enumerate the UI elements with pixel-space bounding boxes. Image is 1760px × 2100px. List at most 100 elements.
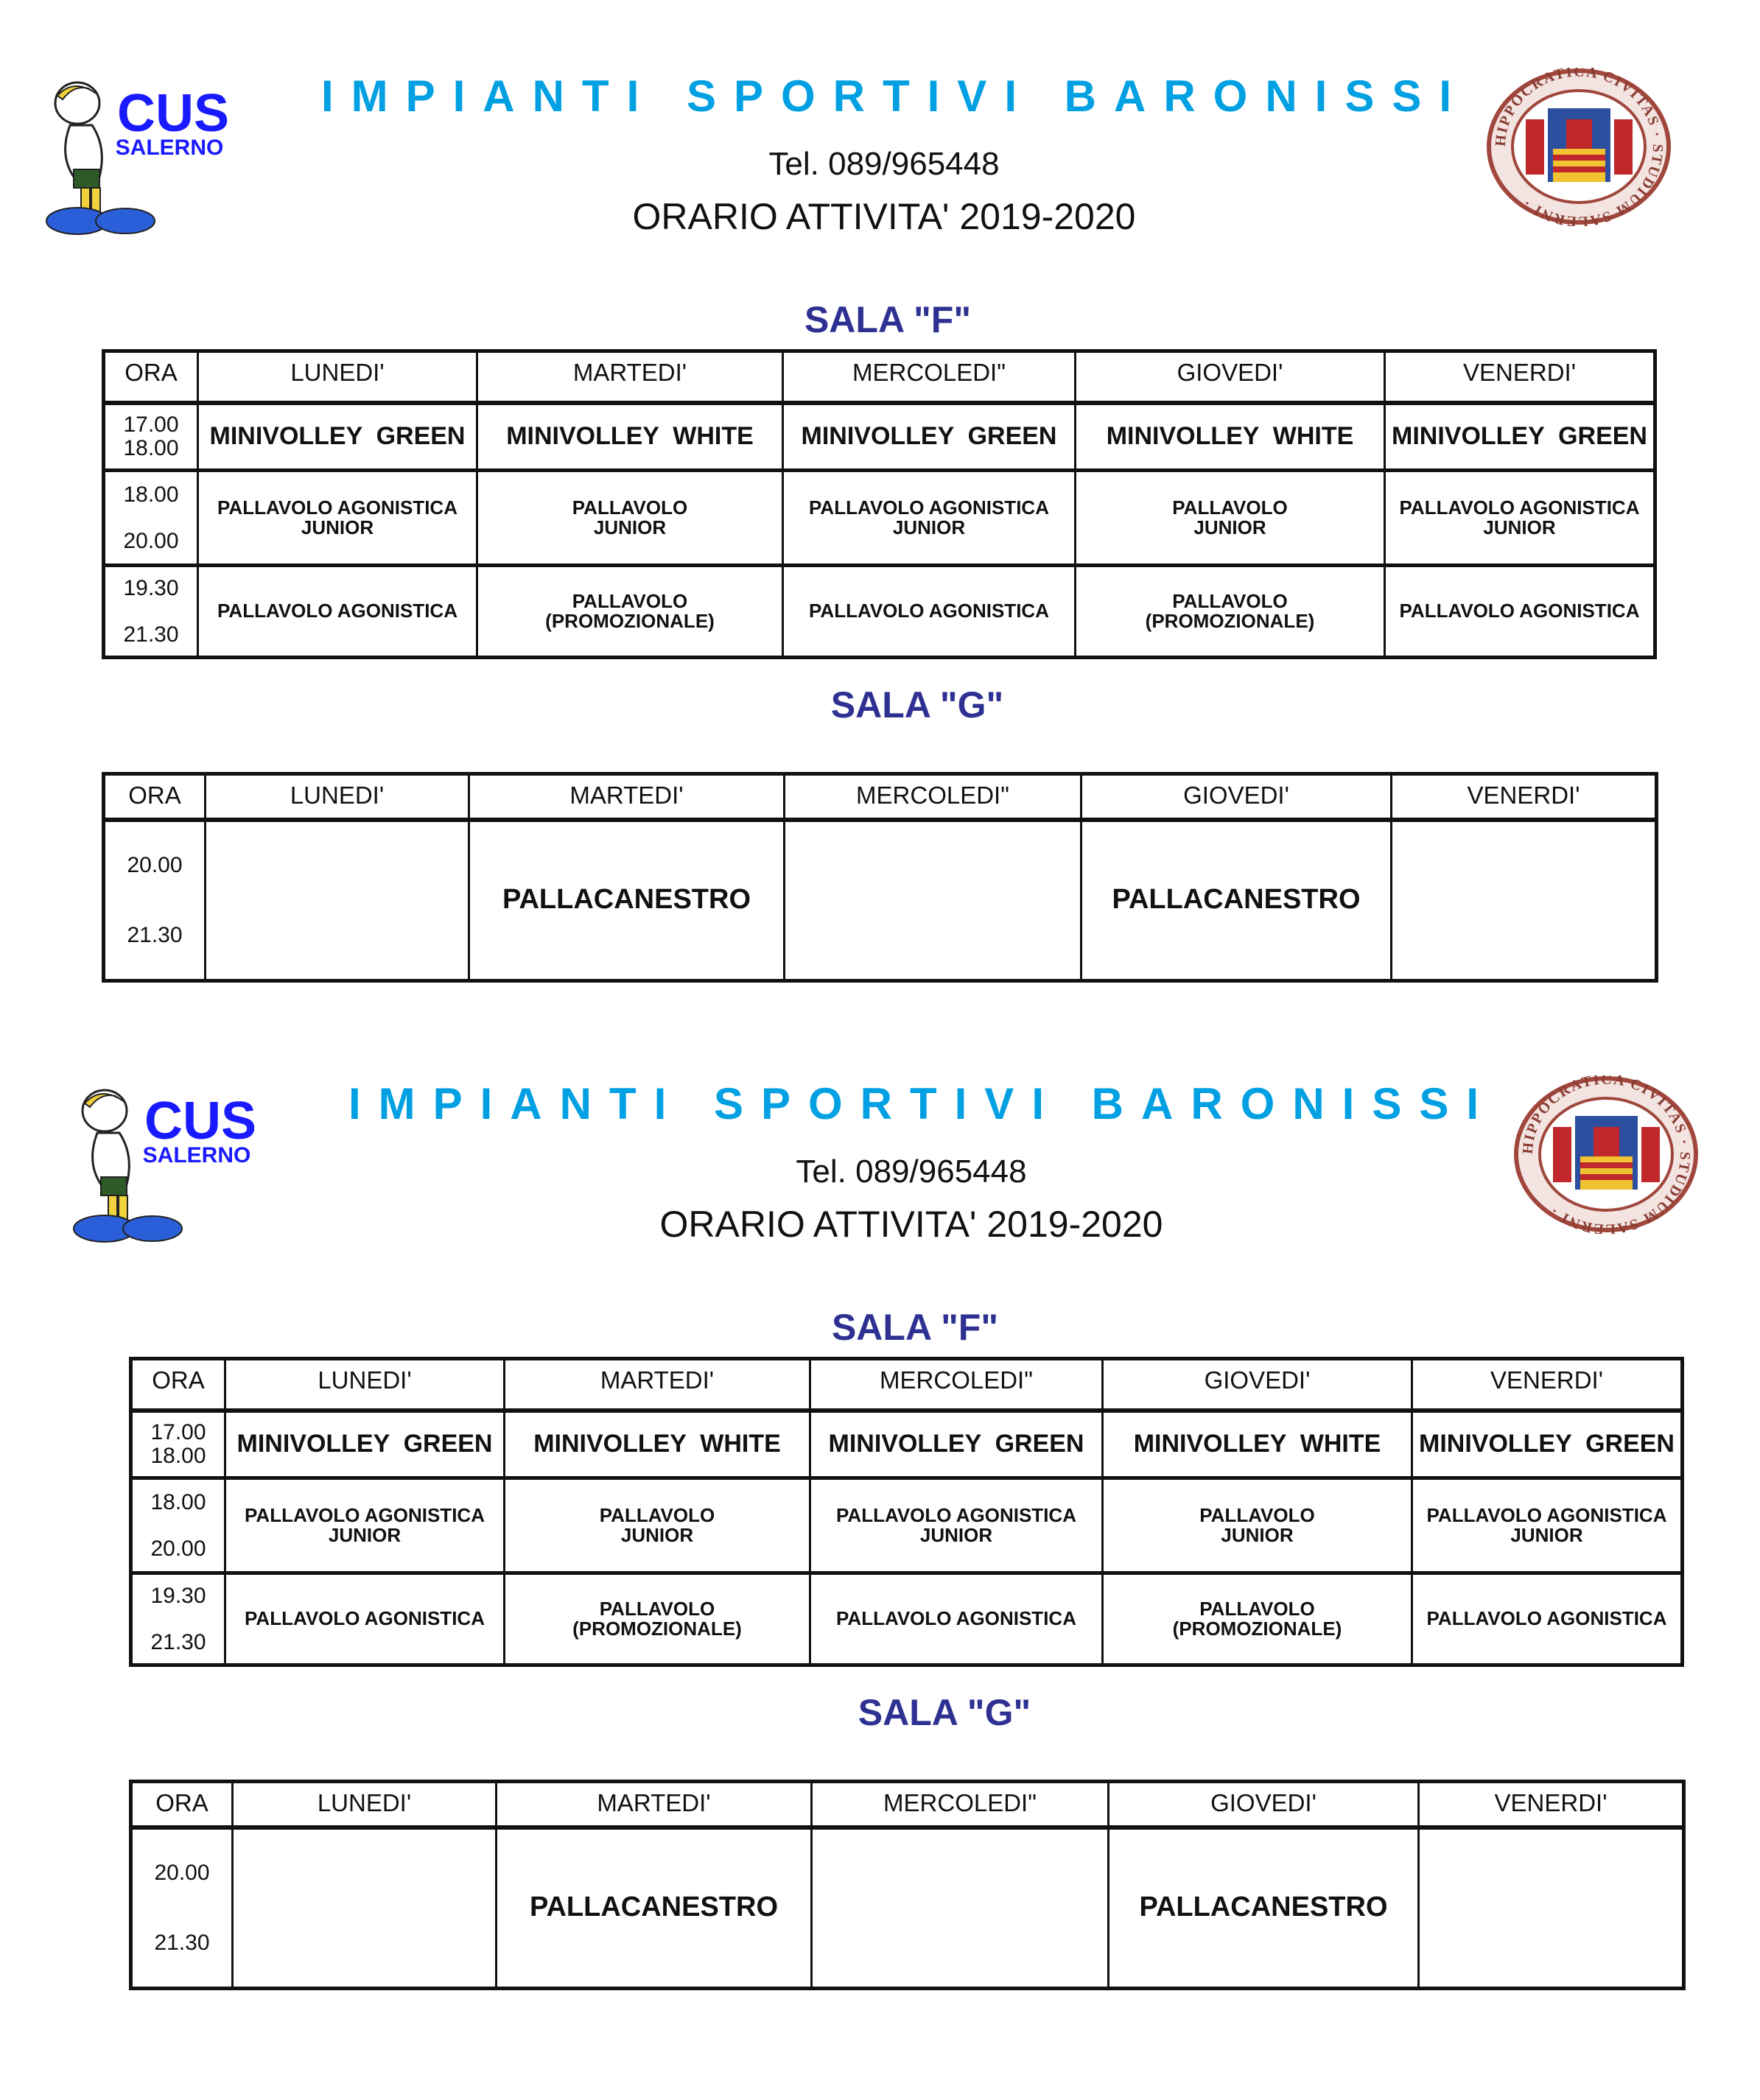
column-header-label: MERCOLEDI"	[852, 359, 1006, 386]
column-header-label: VENERDI'	[1463, 359, 1576, 386]
activity-label: MINIVOLLEY GREEN	[1419, 1429, 1675, 1458]
activity-label: MINIVOLLEY WHITE	[1106, 421, 1354, 450]
activity-cell: PALLAVOLO (PROMOZIONALE)	[1101, 1572, 1413, 1667]
activity-cell: PALLAVOLO AGONISTICA JUNIOR	[224, 1477, 505, 1575]
activity-label: MINIVOLLEY WHITE	[533, 1429, 781, 1458]
column-header-day: MARTEDI'	[495, 1780, 813, 1830]
activity-label: PALLAVOLO AGONISTICA JUNIOR	[1426, 1503, 1667, 1546]
time-slot-text: 18.00 20.00	[123, 482, 179, 553]
column-header-day: LUNEDI'	[224, 1358, 505, 1413]
activity-label: PALLAVOLO AGONISTICA JUNIOR	[245, 1503, 485, 1546]
column-header-day: MARTEDI'	[503, 1358, 811, 1413]
activity-cell: PALLAVOLO AGONISTICA JUNIOR	[809, 1477, 1104, 1575]
column-header-time: ORA	[102, 773, 206, 822]
activity-cell: PALLACANESTRO	[1080, 818, 1392, 983]
column-header-label: LUNEDI'	[290, 359, 385, 386]
svg-text:SALERNO: SALERNO	[143, 1143, 251, 1167]
schedule-page: CUS SALERNO HIPPOCRATICA CIVITAS · STUDI…	[0, 0, 1694, 1031]
university-seal-logo: HIPPOCRATICA CIVITAS · STUDIUM SALERNI ·	[1512, 1071, 1700, 1237]
schedule-table: ORA LUNEDI' MARTEDI' MERCOLEDI" GIOVEDI' VENE…	[129, 1357, 1684, 1667]
activity-cell: PALLACANESTRO	[495, 1826, 813, 1990]
activity-cell: PALLAVOLO JUNIOR	[1101, 1477, 1413, 1575]
schedule-page: CUS SALERNO HIPPOCRATICA CIVITAS · STUDI…	[27, 1008, 1722, 2039]
table-header-row: ORA LUNEDI' MARTEDI' MERCOLEDI" GIOVEDI' VENE…	[130, 1780, 1685, 1830]
column-header-day: MERCOLEDI"	[783, 773, 1082, 822]
page-title: IMPIANTI SPORTIVI BARONISSI	[320, 71, 1470, 121]
column-header-day: VENERDI'	[1411, 1358, 1683, 1413]
room-title: SALA "F"	[694, 1306, 1136, 1349]
activity-label: MINIVOLLEY GREEN	[209, 421, 466, 450]
activity-cell	[783, 818, 1082, 983]
activity-cell: PALLAVOLO AGONISTICA	[809, 1572, 1104, 1667]
activity-label: PALLACANESTRO	[502, 884, 751, 916]
table-header-row: ORA LUNEDI' MARTEDI' MERCOLEDI" GIOVEDI' VENE…	[102, 773, 1658, 822]
activity-cell: PALLAVOLO AGONISTICA	[224, 1572, 505, 1667]
activity-cell: PALLAVOLO JUNIOR	[1074, 469, 1386, 567]
activity-label: MINIVOLLEY WHITE	[506, 421, 754, 450]
column-header-label: ORA	[128, 782, 181, 809]
column-header-label: GIOVEDI'	[1183, 782, 1289, 809]
column-header-day: LUNEDI'	[197, 350, 478, 405]
time-slot: 19.30 21.30	[102, 564, 199, 659]
activity-label: MINIVOLLEY GREEN	[801, 421, 1057, 450]
activity-cell: MINIVOLLEY WHITE	[476, 401, 784, 472]
activity-label: PALLAVOLO (PROMOZIONALE)	[572, 1597, 742, 1640]
activity-cell: PALLAVOLO AGONISTICA	[782, 564, 1076, 659]
column-header-day: LUNEDI'	[231, 1780, 497, 1830]
column-header-day: MERCOLEDI"	[782, 350, 1076, 405]
column-header-day: GIOVEDI'	[1074, 350, 1386, 405]
column-header-day: VENERDI'	[1384, 350, 1656, 405]
column-header-label: MERCOLEDI"	[883, 1789, 1037, 1816]
activity-cell: MINIVOLLEY WHITE	[503, 1409, 811, 1480]
column-header-day: MERCOLEDI"	[809, 1358, 1104, 1413]
activity-cell: MINIVOLLEY WHITE	[1101, 1409, 1413, 1480]
activity-cell: PALLAVOLO AGONISTICA JUNIOR	[1384, 469, 1656, 567]
column-header-label: GIOVEDI'	[1204, 1366, 1311, 1394]
cus-salerno-logo: CUS SALERNO	[71, 1081, 256, 1251]
svg-text:CUS: CUS	[117, 84, 228, 143]
activity-cell: MINIVOLLEY GREEN	[224, 1409, 505, 1480]
activity-cell: MINIVOLLEY GREEN	[1384, 401, 1656, 472]
activity-cell: PALLAVOLO AGONISTICA	[1384, 564, 1656, 659]
column-header-time: ORA	[130, 1780, 234, 1830]
activity-cell: PALLAVOLO (PROMOZIONALE)	[503, 1572, 811, 1667]
schedule-title: ORARIO ATTIVITA' 2019-2020	[659, 1204, 1163, 1245]
time-slot: 19.30 21.30	[130, 1572, 226, 1667]
activity-label: PALLAVOLO (PROMOZIONALE)	[1145, 589, 1315, 632]
activity-cell: PALLAVOLO (PROMOZIONALE)	[476, 564, 784, 659]
time-slot: 18.00 20.00	[102, 469, 199, 567]
activity-cell	[204, 818, 470, 983]
column-header-day: VENERDI'	[1417, 1780, 1685, 1830]
column-header-time: ORA	[102, 350, 199, 405]
activity-label: PALLACANESTRO	[1112, 884, 1361, 916]
activity-label: PALLAVOLO JUNIOR	[1199, 1503, 1315, 1546]
time-slot-text: 17.00 18.00	[150, 1420, 206, 1468]
room-title: SALA "F"	[667, 298, 1109, 341]
column-header-label: VENERDI'	[1467, 782, 1580, 809]
column-header-label: ORA	[155, 1789, 208, 1816]
table-header-row: ORA LUNEDI' MARTEDI' MERCOLEDI" GIOVEDI' VENE…	[130, 1358, 1683, 1413]
column-header-label: ORA	[125, 359, 178, 386]
activity-label: MINIVOLLEY GREEN	[828, 1429, 1084, 1458]
activity-label: PALLAVOLO AGONISTICA	[245, 1607, 485, 1630]
room-title-text: SALA "G"	[830, 684, 1004, 726]
room-title: SALA "G"	[723, 1691, 1165, 1734]
column-header-label: MARTEDI'	[600, 1366, 715, 1394]
time-slot: 17.00 18.00	[102, 401, 199, 472]
column-header-label: MARTEDI'	[597, 1789, 711, 1816]
activity-cell: PALLACANESTRO	[1107, 1826, 1420, 1990]
time-slot: 18.00 20.00	[130, 1477, 226, 1575]
table-row: 17.00 18.00 MINIVOLLEY GREEN MINIVOLLEY WH…	[102, 401, 1656, 472]
column-header-label: VENERDI'	[1494, 1789, 1608, 1816]
phone-number: Tel. 089/965448	[768, 146, 1000, 182]
table-row: 19.30 21.30 PALLAVOLO AGONISTICA PALLAVOLO…	[102, 564, 1656, 659]
column-header-day: GIOVEDI'	[1107, 1780, 1420, 1830]
activity-cell: PALLAVOLO AGONISTICA JUNIOR	[197, 469, 478, 567]
activity-cell: PALLAVOLO JUNIOR	[476, 469, 784, 567]
time-slot-text: 18.00 20.00	[150, 1489, 206, 1561]
time-slot-text: 17.00 18.00	[123, 412, 179, 460]
room-title-text: SALA "F"	[804, 299, 972, 340]
time-slot: 20.00 21.30	[102, 818, 206, 983]
activity-label: PALLAVOLO AGONISTICA	[217, 600, 457, 622]
time-slot-text: 19.30 21.30	[150, 1583, 206, 1654]
